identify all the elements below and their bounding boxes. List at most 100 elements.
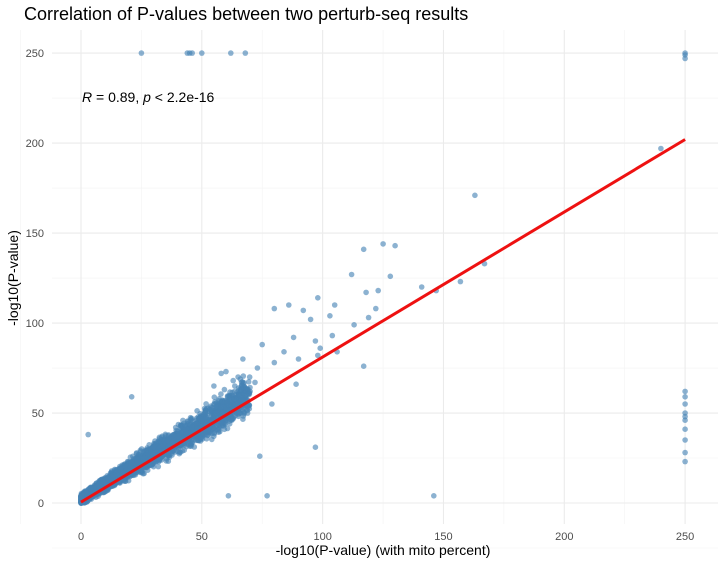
data-point [363, 289, 369, 296]
y-tick-label: 100 [26, 318, 44, 330]
data-point [231, 388, 238, 395]
y-tick-label: 0 [38, 498, 44, 510]
data-point [219, 398, 226, 405]
data-point [79, 492, 85, 499]
x-tick-label: 0 [78, 531, 84, 543]
data-point [204, 419, 211, 425]
data-point [264, 493, 270, 499]
tick-labels: 0 50 100 150 200 250 0 50 100 150 200 250 [26, 48, 695, 543]
data-point [87, 485, 94, 492]
data-point [228, 395, 235, 402]
data-point [254, 365, 261, 371]
data-point [128, 394, 135, 400]
data-point [199, 436, 206, 442]
x-tick-label: 50 [196, 531, 208, 543]
data-point [392, 242, 398, 249]
data-point [204, 432, 211, 439]
data-point [269, 401, 275, 407]
data-point [351, 322, 357, 328]
p-symbol: p [142, 89, 151, 105]
data-point [238, 382, 245, 388]
data-point [293, 381, 299, 388]
data-point [682, 426, 688, 433]
data-point [224, 399, 230, 406]
data-point [204, 427, 211, 434]
data-point [242, 50, 249, 56]
data-point [312, 444, 319, 451]
data-point [194, 408, 200, 414]
data-point [658, 145, 664, 152]
data-point [418, 284, 425, 290]
data-point [472, 192, 478, 199]
data-point [189, 50, 195, 56]
data-point [227, 389, 233, 395]
x-tick-label: 250 [676, 531, 694, 543]
data-point [235, 374, 241, 380]
data-point [271, 359, 278, 366]
data-point [211, 383, 217, 389]
data-point [133, 450, 140, 456]
data-point [169, 440, 176, 446]
data-point [360, 363, 367, 370]
data-point [156, 436, 163, 442]
data-point [295, 356, 302, 362]
data-point [290, 334, 297, 341]
p-value: < 2.2e-16 [151, 89, 215, 105]
data-point [360, 246, 367, 253]
data-point [682, 401, 688, 407]
data-point [112, 466, 118, 473]
data-point [117, 466, 123, 473]
data-point [218, 404, 224, 410]
data-point [201, 410, 208, 417]
data-point [138, 50, 145, 56]
data-point [245, 404, 251, 410]
data-point [212, 412, 218, 419]
data-point [185, 430, 191, 437]
data-point [150, 444, 157, 450]
data-point [315, 295, 321, 301]
data-point [163, 458, 169, 464]
data-point [207, 406, 213, 413]
data-point [125, 477, 132, 484]
data-point [216, 427, 222, 433]
data-point [240, 416, 246, 423]
data-point [243, 386, 249, 392]
data-point [155, 463, 162, 470]
data-point [221, 386, 228, 393]
data-point [317, 345, 324, 352]
data-point [315, 352, 321, 359]
data-point [281, 349, 287, 355]
data-point [211, 394, 218, 401]
y-tick-label: 200 [26, 138, 44, 150]
y-axis-title: -log10(P-value) [5, 230, 21, 326]
data-point [259, 341, 266, 348]
data-point [329, 332, 336, 339]
data-point [331, 302, 338, 308]
data-point [327, 313, 333, 319]
data-point [218, 370, 224, 377]
data-point [85, 431, 91, 438]
data-point [682, 458, 688, 465]
data-point [147, 462, 154, 469]
data-point [271, 305, 278, 312]
data-point [172, 449, 178, 455]
data-point [136, 459, 142, 465]
x-tick-label: 200 [555, 531, 573, 543]
data-point [257, 453, 263, 460]
data-point [99, 478, 106, 485]
data-point [128, 459, 135, 465]
data-point [312, 338, 319, 344]
data-point [682, 55, 688, 62]
data-point [203, 401, 209, 407]
data-point [373, 305, 379, 312]
data-point [219, 420, 226, 426]
data-point [286, 302, 292, 308]
data-point [223, 368, 229, 375]
data-point [252, 379, 258, 386]
data-point [387, 273, 394, 280]
data-point [238, 395, 245, 402]
data-point [245, 379, 252, 385]
r-symbol: R [82, 89, 92, 105]
data-point [246, 374, 253, 380]
